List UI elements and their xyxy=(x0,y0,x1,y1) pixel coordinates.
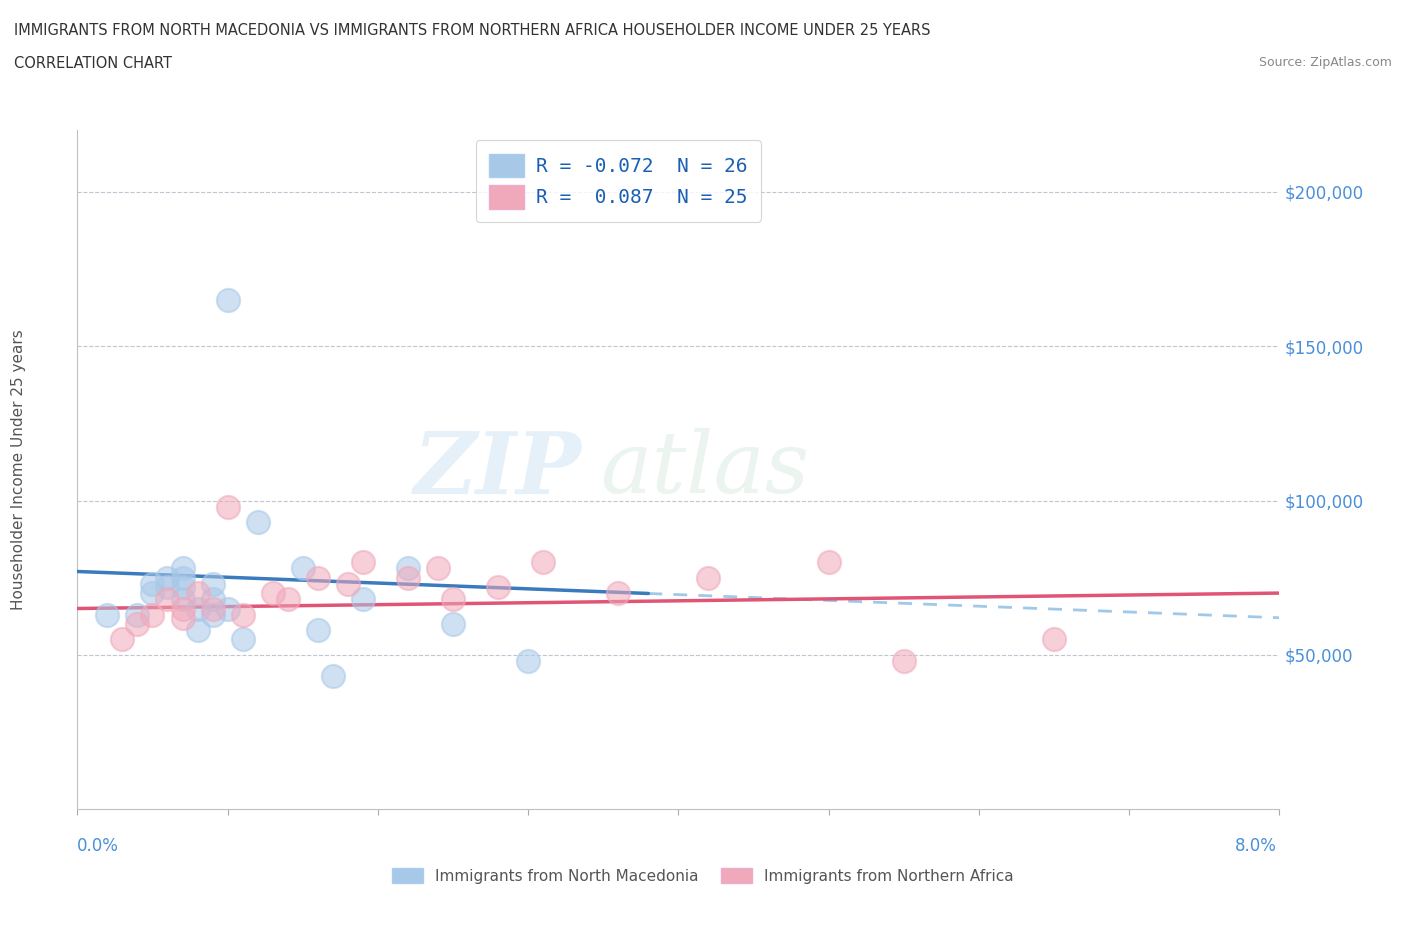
Point xyxy=(396,561,419,576)
Text: CORRELATION CHART: CORRELATION CHART xyxy=(14,56,172,71)
Point xyxy=(352,555,374,570)
Point xyxy=(187,623,209,638)
Point xyxy=(322,669,344,684)
Point xyxy=(441,591,464,606)
Point xyxy=(217,499,239,514)
Text: 0.0%: 0.0% xyxy=(77,837,120,856)
Text: 8.0%: 8.0% xyxy=(1234,837,1277,856)
Point xyxy=(246,514,269,529)
Point xyxy=(172,561,194,576)
Point xyxy=(96,607,118,622)
Point xyxy=(141,607,163,622)
Point xyxy=(517,654,540,669)
Point xyxy=(441,617,464,631)
Point xyxy=(141,577,163,591)
Point xyxy=(262,586,284,601)
Point xyxy=(352,591,374,606)
Point xyxy=(156,570,179,585)
Point xyxy=(396,570,419,585)
Point xyxy=(201,577,224,591)
Point xyxy=(172,579,194,594)
Point xyxy=(172,610,194,625)
Text: ZIP: ZIP xyxy=(415,428,582,512)
Point xyxy=(172,591,194,606)
Point xyxy=(307,623,329,638)
Point xyxy=(307,570,329,585)
Point xyxy=(141,586,163,601)
Point xyxy=(427,561,450,576)
Legend: R = -0.072  N = 26, R =  0.087  N = 25: R = -0.072 N = 26, R = 0.087 N = 25 xyxy=(475,140,761,222)
Point xyxy=(232,607,254,622)
Text: Source: ZipAtlas.com: Source: ZipAtlas.com xyxy=(1258,56,1392,69)
Point xyxy=(291,561,314,576)
Point xyxy=(336,577,359,591)
Point xyxy=(217,601,239,616)
Text: atlas: atlas xyxy=(600,429,810,511)
Point xyxy=(531,555,554,570)
Point xyxy=(1043,632,1066,647)
Point xyxy=(217,293,239,308)
Point xyxy=(277,591,299,606)
Point xyxy=(127,607,149,622)
Point xyxy=(156,579,179,594)
Point xyxy=(172,601,194,616)
Point xyxy=(232,632,254,647)
Point xyxy=(127,617,149,631)
Legend: Immigrants from North Macedonia, Immigrants from Northern Africa: Immigrants from North Macedonia, Immigra… xyxy=(387,861,1019,890)
Point xyxy=(172,570,194,585)
Point xyxy=(201,607,224,622)
Point xyxy=(201,601,224,616)
Point xyxy=(187,601,209,616)
Point xyxy=(607,586,630,601)
Point xyxy=(893,654,915,669)
Text: IMMIGRANTS FROM NORTH MACEDONIA VS IMMIGRANTS FROM NORTHERN AFRICA HOUSEHOLDER I: IMMIGRANTS FROM NORTH MACEDONIA VS IMMIG… xyxy=(14,23,931,38)
Point xyxy=(486,579,509,594)
Point xyxy=(156,591,179,606)
Text: Householder Income Under 25 years: Householder Income Under 25 years xyxy=(11,329,25,610)
Point xyxy=(201,591,224,606)
Point xyxy=(817,555,839,570)
Point xyxy=(111,632,134,647)
Point xyxy=(187,586,209,601)
Point xyxy=(697,570,720,585)
